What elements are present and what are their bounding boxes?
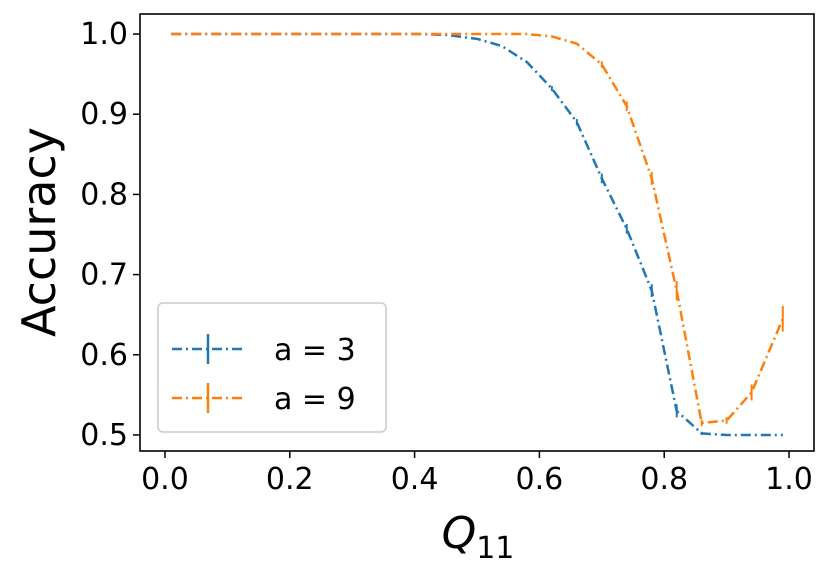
legend-entry-1: a = 3 [172, 333, 356, 368]
y-axis: 0.5 0.6 0.7 0.8 0.9 1.0 [80, 17, 140, 453]
plot-frame [139, 13, 815, 452]
y-tick-label: 0.9 [80, 97, 128, 132]
legend-entry-2: a = 9 [172, 382, 356, 417]
x-tick-label: 0.0 [141, 462, 189, 497]
legend-label-2: a = 9 [274, 382, 356, 417]
x-axis-label: Q11 [442, 508, 515, 566]
legend: a = 3 a = 9 [157, 302, 387, 433]
legend-label-1: a = 3 [274, 333, 356, 368]
y-axis-label: Accuracy [12, 127, 66, 337]
series-layer [171, 32, 784, 437]
x-tick-label: 0.6 [516, 462, 564, 497]
x-axis-label-subscript: 11 [476, 531, 514, 566]
x-tick-label: 0.8 [640, 462, 688, 497]
y-tick-label: 0.5 [80, 418, 128, 453]
series-1 [171, 32, 783, 437]
y-tick-label: 0.6 [80, 338, 128, 373]
y-tick-label: 1.0 [80, 17, 128, 52]
x-axis: 0.0 0.2 0.4 0.6 0.8 1.0 [141, 451, 813, 497]
x-axis-label-main: Q [442, 508, 477, 559]
x-tick-label: 0.4 [391, 462, 439, 497]
legend-box [157, 302, 387, 433]
series-line [171, 32, 784, 425]
x-tick-label: 0.2 [266, 462, 314, 497]
y-tick-label: 0.7 [80, 258, 128, 293]
x-tick-label: 1.0 [765, 462, 813, 497]
series-2 [171, 32, 784, 427]
y-tick-label: 0.8 [80, 177, 128, 212]
